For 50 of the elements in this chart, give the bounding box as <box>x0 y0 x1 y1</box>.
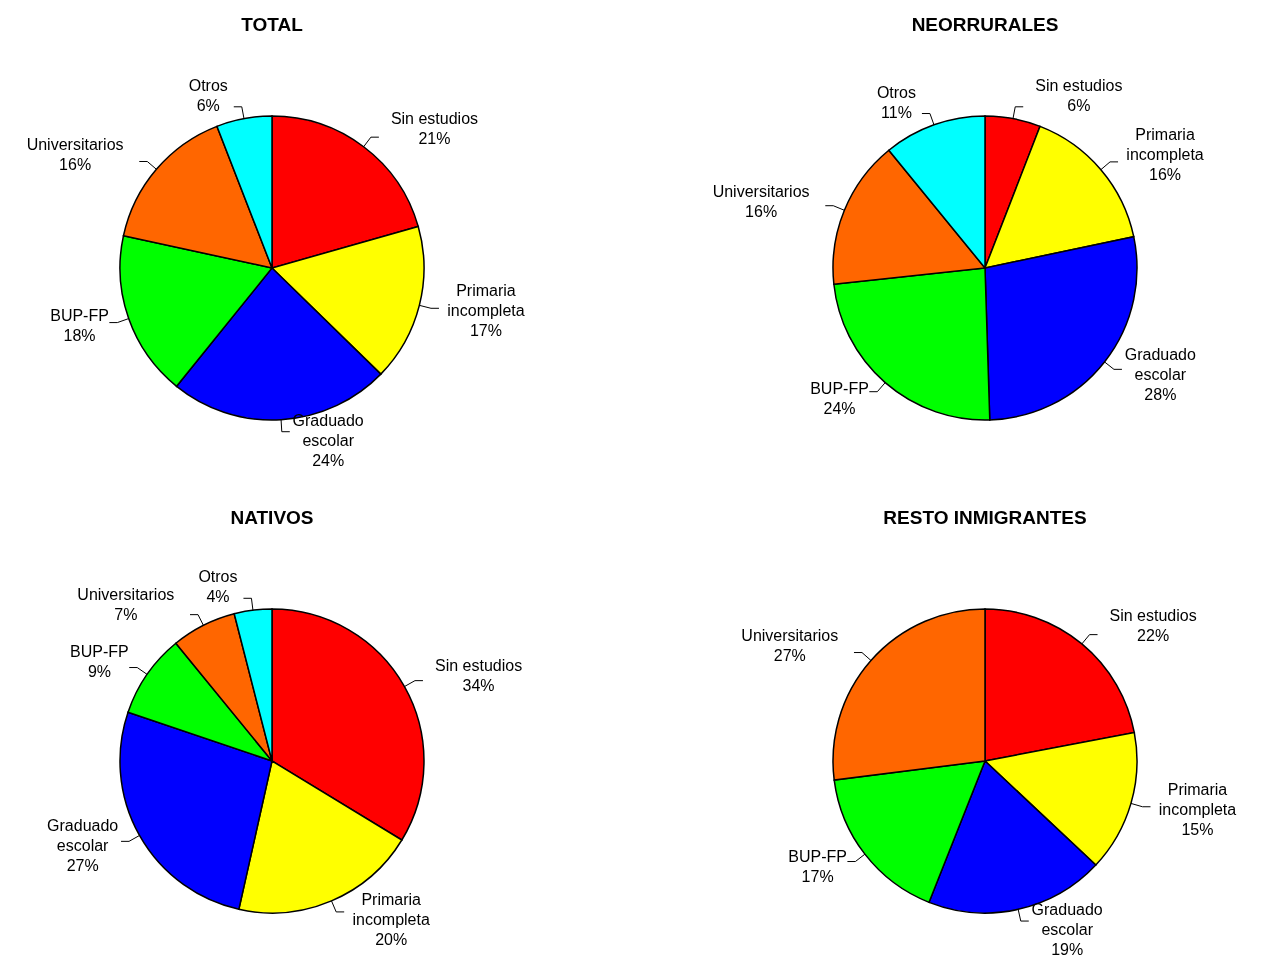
slice-label: Primaria incompleta <box>352 891 430 929</box>
data-label: 28% <box>1144 386 1177 404</box>
data-label: 6% <box>196 97 220 115</box>
data-label: 16% <box>59 155 92 173</box>
data-label: 17% <box>801 868 834 886</box>
data-label: 27% <box>66 857 99 875</box>
data-label: 24% <box>312 451 345 469</box>
data-label: 27% <box>773 646 806 664</box>
chart-title: NATIVOS <box>230 507 314 528</box>
data-label: 16% <box>1149 166 1182 184</box>
slice-label: Sin estudios <box>390 109 479 127</box>
slice-label: Otros <box>188 77 228 95</box>
slice-label: Otros <box>876 84 916 102</box>
slice-label: Graduado escolar <box>292 411 364 449</box>
slice-label: Sin estudios <box>1109 607 1197 625</box>
chart-title: NEORRURALES <box>911 14 1059 35</box>
data-label: 11% <box>881 104 912 122</box>
slice-label: BUP-FP <box>50 307 109 325</box>
slice-label: Graduado escolar <box>47 817 119 855</box>
slice-label: Universitarios <box>741 626 839 644</box>
data-label: 22% <box>1137 627 1170 645</box>
chart-title: RESTO INMIGRANTES <box>883 507 1087 528</box>
slice-label: Graduado escolar <box>1031 900 1103 938</box>
data-label: 9% <box>87 662 111 680</box>
slice-label: BUP-FP <box>70 642 129 660</box>
slice-label: Sin estudios <box>434 656 523 674</box>
slice-label: Primaria incompleta <box>1158 780 1237 818</box>
data-label: 17% <box>469 322 502 340</box>
data-label: 18% <box>63 327 96 345</box>
slice-label: Otros <box>198 568 238 586</box>
slice-label: Primaria incompleta <box>447 282 525 320</box>
data-label: 15% <box>1181 820 1214 838</box>
chart-title: TOTAL <box>241 14 304 35</box>
data-label: 6% <box>1067 97 1091 115</box>
data-label: 7% <box>114 605 138 623</box>
data-label: 24% <box>823 399 856 417</box>
slice-label: BUP-FP <box>788 848 847 866</box>
slice-label: Primaria incompleta <box>1126 126 1204 164</box>
slice-label: Universitarios <box>26 135 124 153</box>
slice-label: Universitarios <box>77 585 175 603</box>
slice-label: BUP-FP <box>810 379 869 397</box>
slice-label: Graduado escolar <box>1124 346 1197 384</box>
data-label: 19% <box>1051 940 1084 958</box>
data-label: 4% <box>206 588 230 606</box>
data-label: 34% <box>462 676 495 694</box>
slice-label: Sin estudios <box>1035 77 1123 95</box>
data-label: 21% <box>418 129 451 147</box>
data-label: 20% <box>375 931 408 949</box>
slice-label: Universitarios <box>712 183 810 201</box>
data-label: 16% <box>745 203 778 221</box>
